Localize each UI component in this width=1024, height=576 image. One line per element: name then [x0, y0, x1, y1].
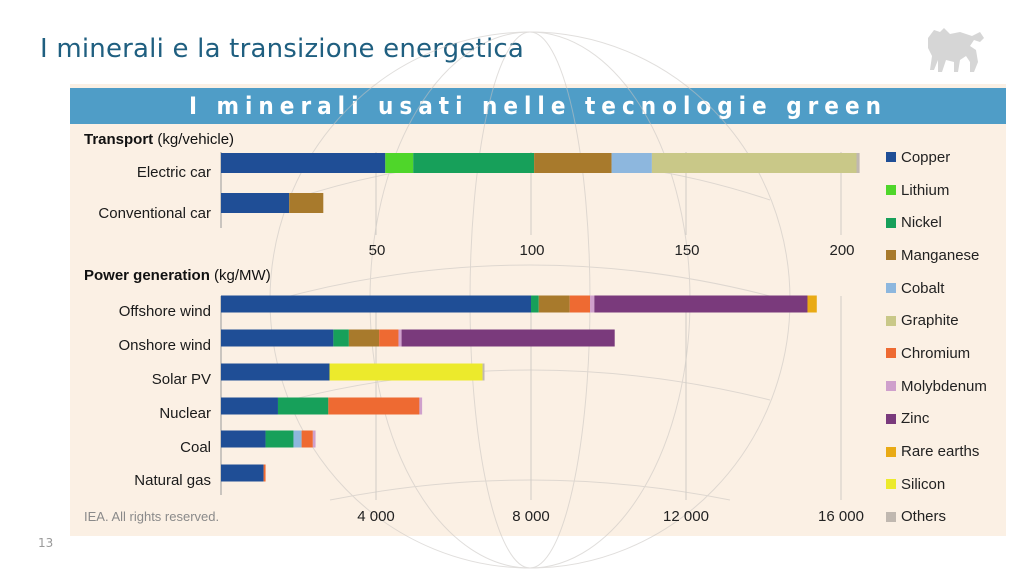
bar-segment-molybdenum [419, 397, 423, 415]
row-label-nuclear: Nuclear [159, 405, 211, 422]
bar-segment-chromium [569, 295, 591, 313]
legend-item-chromium: Chromium [886, 337, 987, 370]
power-tick-label: 16 000 [818, 508, 864, 525]
bar-segment-chromium [328, 397, 420, 415]
legend-label: Manganese [901, 246, 980, 264]
bar-segment-manganese [348, 329, 380, 347]
legend-item-manganese: Manganese [886, 239, 987, 272]
row-label-offshore-wind: Offshore wind [118, 303, 211, 320]
legend-item-lithium: Lithium [886, 174, 987, 207]
power-tick-label: 12 000 [663, 508, 709, 525]
legend-item-cobalt: Cobalt [886, 272, 987, 305]
legend-swatch [886, 348, 896, 359]
bar-segment-zinc [594, 295, 808, 313]
bar-segment-molybdenum [312, 430, 316, 448]
legend-swatch [886, 446, 896, 457]
legend-item-silicon: Silicon [886, 468, 987, 501]
legend-label: Graphite [901, 312, 959, 330]
bar-segment-nickel [531, 295, 539, 313]
legend-item-copper: Copper [886, 141, 987, 174]
legend-item-graphite: Graphite [886, 304, 987, 337]
legend-swatch [886, 250, 896, 261]
legend-label: Copper [901, 148, 951, 166]
legend-label: Cobalt [901, 279, 945, 297]
bar-segment-copper [221, 464, 264, 482]
legend-label: Others [901, 508, 947, 526]
bar-segment-rare-earths [807, 295, 817, 313]
bar-segment-manganese [538, 295, 570, 313]
legend-item-nickel: Nickel [886, 206, 987, 239]
legend-item-others: Others [886, 501, 987, 534]
bar-segment-manganese [534, 153, 612, 173]
bar-segment-lithium [385, 153, 414, 173]
legend-label: Lithium [901, 181, 950, 199]
bar-segment-graphite [651, 153, 857, 173]
bar-segment-others [482, 363, 485, 381]
legend-label: Nickel [901, 214, 942, 232]
row-label-coal: Coal [180, 439, 211, 456]
transport-tick-label: 50 [368, 242, 386, 259]
eni-dog-logo-icon [928, 28, 984, 72]
transport-title-unit: (kg/vehicle) [157, 131, 235, 148]
legend-item-zinc: Zinc [886, 403, 987, 436]
row-label-conventional-car: Conventional car [98, 205, 211, 222]
row-label-electric-car: Electric car [136, 164, 211, 181]
legend-label: Chromium [901, 344, 971, 362]
legend-label: Silicon [901, 475, 946, 493]
power-title-unit: (kg/MW) [214, 267, 271, 284]
bar-segment-silicon [329, 363, 483, 381]
bar-segment-zinc [401, 329, 615, 347]
bar-segment-copper [221, 153, 386, 173]
legend-swatch [886, 413, 896, 424]
bar-segment-molybdenum [398, 329, 402, 347]
bar-segment-copper [221, 193, 290, 213]
row-label-solar-pv: Solar PV [151, 371, 211, 388]
transport-title-bold: Transport [84, 131, 154, 148]
bar-segment-nickel [333, 329, 349, 347]
legend-item-rare-earths: Rare earths [886, 435, 987, 468]
legend: Copper Lithium Nickel Manganese Cobalt G… [886, 141, 987, 533]
legend-item-molybdenum: Molybdenum [886, 370, 987, 403]
legend-swatch [886, 283, 896, 294]
transport-tick-label: 150 [674, 242, 700, 259]
legend-swatch [886, 315, 896, 326]
legend-label: Rare earths [901, 443, 980, 461]
bar-segment-others [856, 153, 860, 173]
row-label-onshore-wind: Onshore wind [118, 337, 211, 354]
legend-swatch [886, 152, 896, 163]
transport-section-title: Transport (kg/vehicle) [84, 131, 234, 148]
power-tick-label: 4 000 [357, 508, 395, 525]
bar-segment-copper [221, 363, 330, 381]
source-note: IEA. All rights reserved. [84, 509, 220, 524]
bar-segment-nickel [413, 153, 535, 173]
bar-segment-molybdenum [590, 295, 595, 313]
legend-label: Zinc [901, 410, 930, 428]
bar-segment-copper [221, 430, 266, 448]
page-number: 13 [38, 536, 54, 550]
legend-swatch [886, 185, 896, 196]
bar-segment-copper [221, 397, 278, 415]
bar-segment-chromium [263, 464, 266, 482]
bar-segment-copper [221, 329, 334, 347]
row-label-natural-gas: Natural gas [134, 472, 211, 489]
bar-segment-copper [221, 295, 531, 313]
legend-swatch [886, 479, 896, 490]
bar-segment-nickel [265, 430, 294, 448]
bar-segment-manganese [289, 193, 324, 213]
bar-segment-chromium [301, 430, 313, 448]
transport-tick-label: 100 [519, 242, 545, 259]
legend-swatch [886, 381, 896, 392]
power-tick-label: 8 000 [512, 508, 550, 525]
legend-swatch [886, 511, 896, 522]
bar-segment-chromium [379, 329, 399, 347]
power-section-title: Power generation (kg/MW) [84, 267, 271, 284]
bar-segment-cobalt [611, 153, 652, 173]
bar-segment-cobalt [293, 430, 302, 448]
bar-segment-nickel [277, 397, 329, 415]
power-title-bold: Power generation [84, 267, 210, 284]
legend-swatch [886, 217, 896, 228]
legend-label: Molybdenum [901, 377, 987, 395]
transport-tick-label: 200 [829, 242, 855, 259]
